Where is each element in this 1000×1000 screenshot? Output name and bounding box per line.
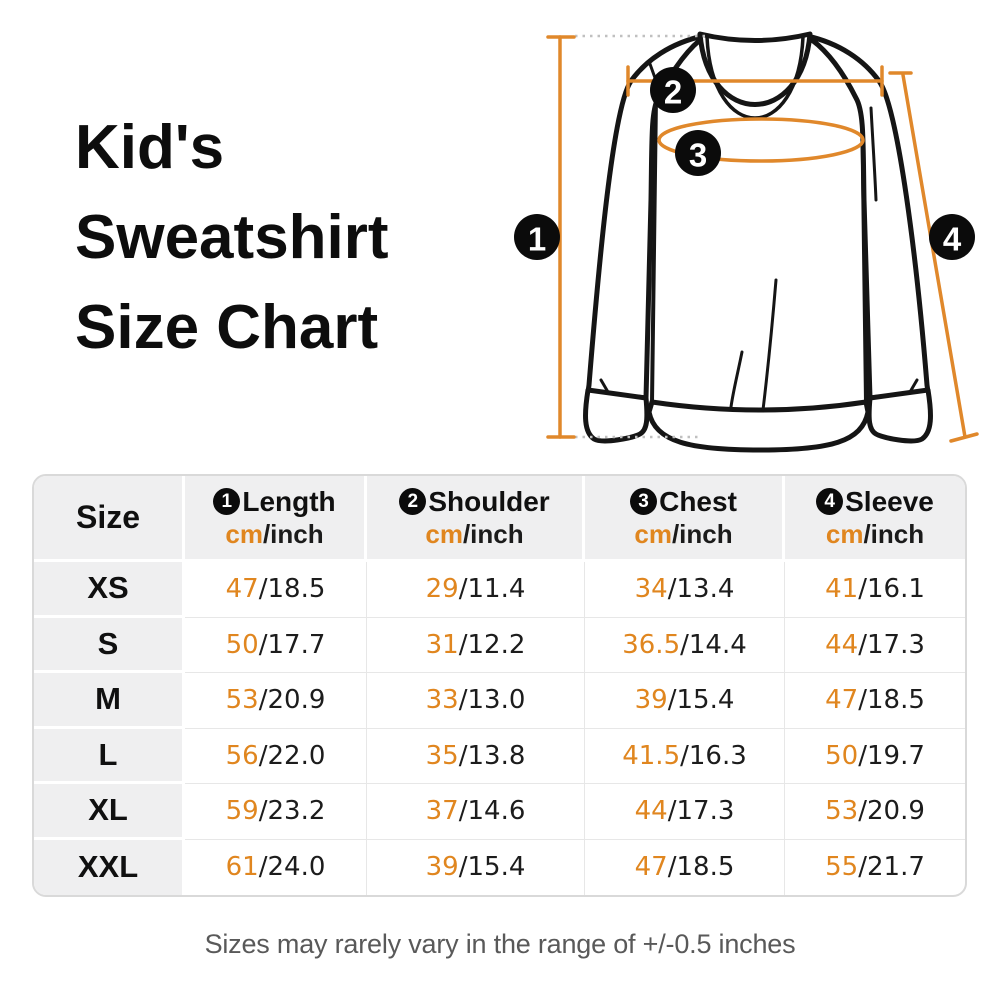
cell-xs-length: 47/18.5 — [185, 562, 367, 618]
cell-s-sleeve: 44/17.3 — [785, 618, 965, 673]
cell-m-shoulder: 33/13.0 — [367, 673, 585, 729]
right-cuff — [866, 387, 933, 444]
measurement-lines — [546, 35, 979, 443]
marker-3-num: 3 — [689, 137, 707, 174]
cell-l-length: 56/22.0 — [185, 728, 367, 784]
sweatshirt-measurement-diagram: 1 2 3 4 — [514, 31, 979, 453]
column-header-chest: 3 Chest cm/inch — [585, 476, 785, 562]
torso-fill — [652, 78, 866, 410]
size-table: Size 1 Length cm/inch 2 Shoulder cm/inch… — [32, 474, 967, 897]
left-cuff — [583, 387, 650, 444]
sweatshirt-illustration — [583, 31, 933, 453]
marker-1-length-circle — [514, 214, 560, 260]
size-variance-note: Sizes may rarely vary in the range of +/… — [204, 929, 796, 959]
column-label: Length — [242, 485, 336, 517]
marker-4-num: 4 — [943, 221, 962, 258]
unit-inch: inch — [870, 518, 925, 549]
marker-2-shoulder-circle — [650, 67, 696, 113]
column-label: Sleeve — [845, 485, 934, 517]
hem-band — [646, 399, 871, 453]
unit-sep: / — [462, 518, 471, 549]
size-label-xl: XL — [34, 784, 185, 840]
header-circle-4-icon: 4 — [816, 488, 844, 515]
unit-inch: inch — [470, 518, 524, 549]
size-label-s: S — [34, 617, 185, 673]
unit-cm: cm — [225, 518, 263, 549]
torso-left-edge — [650, 95, 658, 404]
unit-cm: cm — [425, 518, 463, 549]
marker-3-chest-circle — [675, 130, 721, 176]
cell-xxl-length: 61/24.0 — [185, 839, 367, 895]
header-circle-3-icon: 3 — [630, 488, 658, 515]
cell-xs-shoulder: 29/11.4 — [367, 562, 585, 618]
cell-xl-shoulder: 37/14.6 — [367, 784, 585, 840]
unit-sep: / — [863, 518, 871, 549]
header-circle-1-icon: 1 — [213, 488, 241, 515]
collar-outer — [697, 31, 813, 107]
marker-4-sleeve-circle — [929, 214, 975, 260]
sleeve-line — [901, 73, 967, 439]
size-label-m: M — [34, 673, 185, 729]
cell-m-sleeve: 47/18.5 — [785, 673, 965, 729]
cell-m-chest: 39/15.4 — [585, 673, 785, 729]
measurement-markers: 1 2 3 4 — [514, 67, 975, 260]
cell-xs-chest: 34/13.4 — [585, 562, 785, 618]
cell-xs-sleeve: 41/16.1 — [785, 562, 965, 618]
cell-l-shoulder: 35/13.8 — [367, 728, 585, 784]
unit-sep: / — [262, 518, 271, 549]
cell-xxl-chest: 47/18.5 — [585, 839, 785, 895]
cell-l-chest: 41.5/16.3 — [585, 728, 785, 784]
unit-sep: / — [671, 518, 680, 549]
header-circle-2-icon: 2 — [399, 488, 427, 515]
cell-xl-chest: 44/17.3 — [585, 784, 785, 840]
size-label-xs: XS — [34, 562, 185, 618]
title-line-3: Size Chart — [75, 293, 379, 362]
column-header-shoulder: 2 Shoulder cm/inch — [367, 476, 585, 562]
cell-s-chest: 36.5/14.4 — [585, 617, 785, 673]
cell-s-length: 50/17.7 — [185, 617, 367, 673]
cell-s-shoulder: 31/12.2 — [367, 617, 585, 673]
title-line-1: Kid's — [75, 113, 225, 182]
right-sleeve — [804, 33, 931, 401]
dotted-guide-lines — [575, 34, 706, 439]
marker-1-num: 1 — [528, 221, 546, 258]
cell-xl-sleeve: 53/20.9 — [785, 784, 965, 840]
title-line-2: Sweatshirt — [75, 203, 389, 272]
unit-cm: cm — [634, 518, 672, 549]
unit-inch: inch — [270, 518, 324, 549]
cell-xxl-sleeve: 55/21.7 — [825, 852, 925, 883]
column-label: Chest — [659, 485, 737, 517]
marker-2-num: 2 — [664, 74, 682, 111]
column-header-length: 1 Length cm/inch — [185, 476, 367, 562]
chest-ellipse — [657, 117, 865, 163]
column-header-size: Size — [34, 476, 185, 562]
page-title: Kid's Sweatshirt Size Chart — [75, 103, 389, 373]
cell-l-sleeve: 50/19.7 — [785, 729, 965, 784]
size-label-xxl: XXL — [34, 839, 185, 895]
unit-inch: inch — [679, 518, 733, 549]
unit-cm: cm — [825, 518, 864, 549]
cell-xl-length: 59/23.2 — [185, 784, 367, 840]
column-header-sleeve: 4 Sleeve cm/inch — [785, 476, 965, 562]
size-label-l: L — [34, 728, 185, 784]
cell-m-length: 53/20.9 — [185, 673, 367, 729]
cell-xxl-shoulder: 39/15.4 — [367, 839, 585, 895]
column-label: Shoulder — [428, 485, 550, 517]
